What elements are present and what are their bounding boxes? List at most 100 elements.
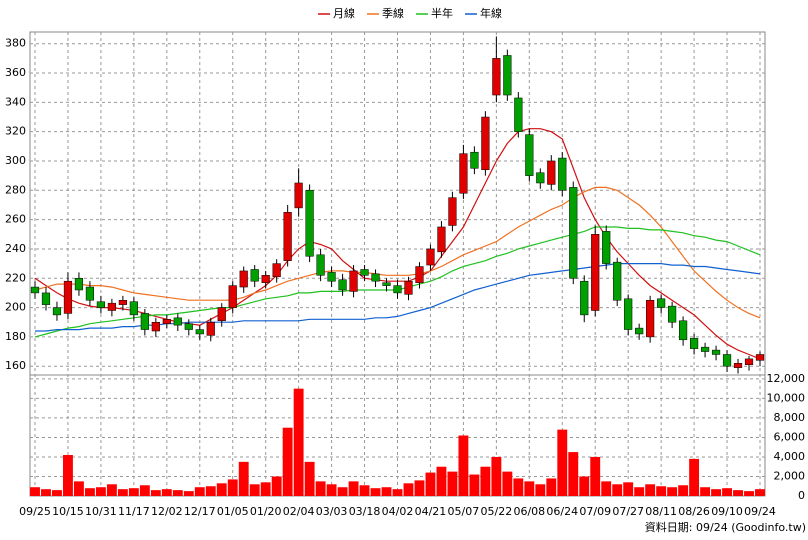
candle-body	[184, 323, 193, 330]
x-tick-label: 02/04	[283, 505, 315, 518]
candle-body	[162, 319, 171, 324]
candle-body	[195, 329, 204, 335]
volume-bar	[645, 484, 656, 496]
y-tick-label: 260	[5, 213, 26, 226]
candle-body	[679, 320, 688, 341]
candle-body	[657, 298, 666, 308]
y2-tick-label: 0	[798, 489, 805, 502]
x-tick-label: 04/02	[382, 505, 414, 518]
candle-body	[668, 305, 677, 323]
candle-body	[448, 197, 457, 226]
candle-body	[393, 285, 402, 294]
candle-body	[382, 282, 391, 286]
volume-bar	[425, 472, 436, 496]
volume-bar	[601, 481, 612, 496]
volume-bar	[128, 488, 139, 496]
candle-body	[591, 234, 600, 311]
volume-bar	[106, 484, 117, 496]
volume-bar	[667, 487, 678, 496]
candle-body	[646, 299, 655, 338]
volume-bar	[161, 489, 172, 496]
legend-label: 月線	[333, 6, 355, 20]
candle-body	[569, 187, 578, 279]
candle-body	[228, 285, 237, 308]
volume-bar	[359, 485, 370, 496]
x-tick-label: 11/17	[118, 505, 150, 518]
y-tick-label: 180	[5, 330, 26, 343]
candle-body	[118, 299, 127, 305]
candle-body	[173, 317, 182, 326]
volume-bar	[271, 476, 282, 496]
candle-body	[722, 354, 732, 367]
volume-bar	[30, 487, 40, 496]
volume-bar	[315, 481, 326, 496]
candle-body	[30, 286, 40, 294]
x-tick-label: 03/18	[349, 505, 381, 518]
volume-bar	[282, 427, 293, 496]
candle-body	[635, 327, 644, 335]
volume-bar	[293, 388, 304, 496]
volume-bar	[216, 483, 227, 496]
x-tick-label: 07/27	[612, 505, 644, 518]
volume-bar	[623, 482, 634, 496]
candle-body	[536, 172, 545, 184]
volume-bar	[392, 489, 403, 496]
candle-body	[602, 231, 611, 264]
candle-body	[41, 292, 51, 305]
candle-body	[624, 298, 633, 330]
candle-body	[744, 358, 754, 365]
volume-bar	[590, 456, 601, 496]
x-tick-label: 04/21	[415, 505, 447, 518]
x-tick-label: 12/02	[151, 505, 183, 518]
candle-body	[689, 338, 699, 349]
ma-line	[34, 186, 761, 319]
volume-bar	[744, 491, 754, 496]
y2-tick-label: 8,000	[774, 411, 806, 424]
y-tick-label: 360	[5, 66, 26, 79]
y-tick-label: 280	[5, 183, 26, 196]
volume-bar	[117, 489, 128, 496]
candle-body	[63, 280, 73, 314]
candle-body	[140, 313, 149, 330]
candle-body	[250, 269, 259, 282]
volume-bar	[612, 484, 623, 496]
candle-body	[470, 151, 479, 169]
candle-body	[580, 280, 589, 316]
volume-bar	[524, 481, 535, 496]
volume-bar	[733, 490, 743, 496]
volume-bar	[755, 489, 765, 496]
candle-body	[558, 157, 567, 191]
candle-body	[404, 280, 413, 295]
candle-body	[74, 278, 84, 291]
x-tick-label: 06/24	[546, 505, 578, 518]
y-tick-label: 300	[5, 154, 26, 167]
x-tick-label: 10/15	[52, 505, 84, 518]
volume-bar	[84, 488, 95, 496]
volume-bar	[238, 461, 249, 496]
x-tick-label: 05/07	[448, 505, 480, 518]
volume-bar	[535, 484, 546, 496]
volume-bar	[227, 479, 238, 496]
volume-bar	[557, 429, 568, 496]
volume-bar	[502, 471, 513, 496]
volume-bar	[634, 487, 645, 496]
volume-bar	[172, 490, 183, 496]
x-tick-label: 03/03	[316, 505, 348, 518]
y-tick-label: 200	[5, 301, 26, 314]
y2-tick-label: 10,000	[767, 391, 806, 404]
y-tick-label: 320	[5, 125, 26, 138]
y2-tick-label: 4,000	[774, 450, 806, 463]
y2-tick-label: 12,000	[767, 372, 806, 385]
x-tick-label: 12/17	[184, 505, 216, 518]
candle-body	[96, 301, 106, 308]
candle-body	[733, 363, 743, 368]
y-tick-label: 160	[5, 359, 26, 372]
candle-body	[514, 97, 523, 132]
x-tick-label: 05/22	[481, 505, 513, 518]
candle-body	[261, 275, 270, 283]
y-tick-label: 240	[5, 242, 26, 255]
volume-bar	[304, 461, 315, 496]
candle-body	[459, 153, 468, 194]
volume-bar	[139, 485, 150, 496]
